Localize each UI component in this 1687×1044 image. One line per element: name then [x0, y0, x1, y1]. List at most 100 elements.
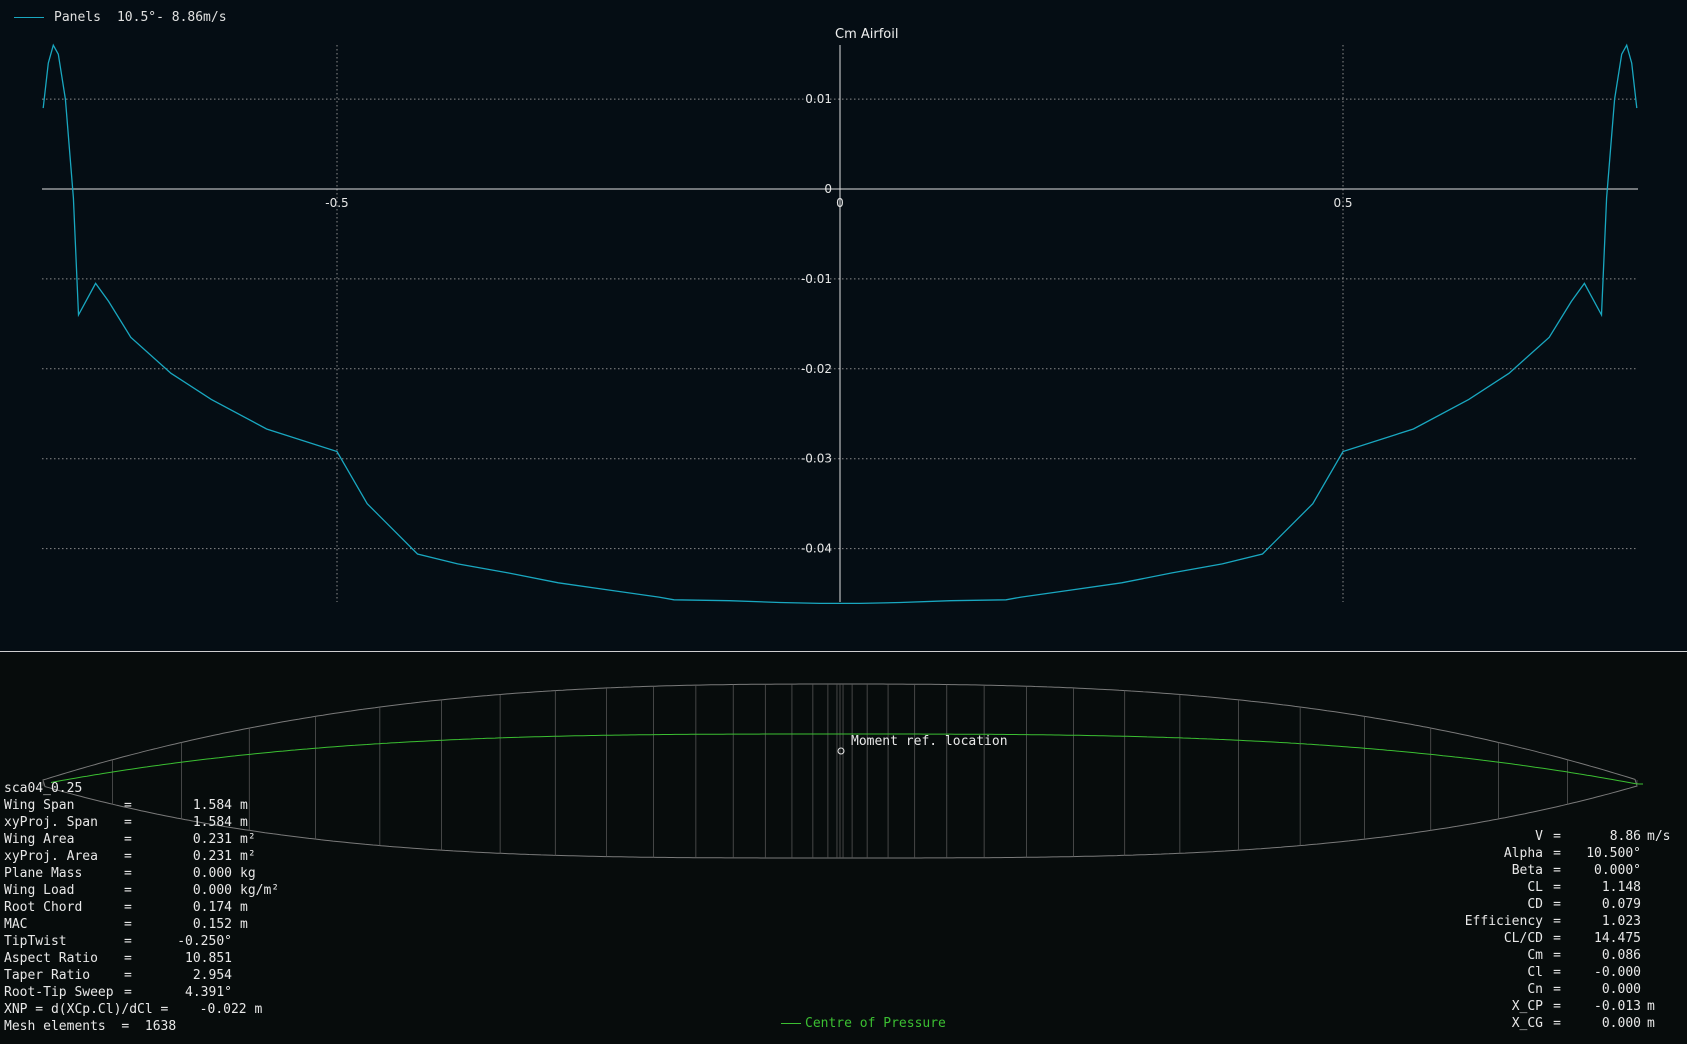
legend-condition: 10.5°- 8.86m/s [116, 10, 227, 25]
x-tick-label: -0.5 [325, 196, 348, 210]
result-unit: m [1647, 999, 1655, 1014]
wing-property-row: Wing Span = 1.584 m [4, 797, 279, 814]
result-eq: = [1553, 863, 1561, 878]
result-label: V [1535, 829, 1543, 844]
wing-property-row: Taper Ratio = 2.954 [4, 967, 279, 984]
legend-line-swatch [14, 17, 44, 18]
result-row: Beta = 0.000° [1443, 862, 1677, 879]
y-tick-label: -0.04 [801, 542, 832, 556]
aero-results: V = 8.86 m/s Alpha = 10.500° Beta = 0.000° CL = 1.14… [1443, 828, 1677, 1032]
wing-property-value: 10.851 [185, 951, 232, 966]
wing-property-eq: = [124, 968, 132, 983]
result-value: 0.079 [1601, 897, 1641, 912]
wing-property-eq: = [124, 832, 132, 847]
result-unit [1641, 947, 1677, 964]
wing-property-label: Plane Mass [4, 866, 83, 881]
result-label: Cl [1527, 965, 1543, 980]
result-label: Alpha [1503, 846, 1543, 861]
result-label: Efficiency [1464, 914, 1543, 929]
legend-series-name: Panels [54, 10, 101, 25]
wing-property-value: 0.174 [192, 900, 232, 915]
cop-line [50, 733, 1643, 785]
result-eq: = [1553, 880, 1561, 895]
wing-property-unit: m [240, 900, 248, 915]
x-tick-label: 0.5 [1333, 196, 1352, 210]
result-eq: = [1553, 999, 1561, 1014]
wing-property-label: Root Chord [4, 900, 83, 915]
panel-divider[interactable] [0, 651, 1687, 652]
wing-property-unit [232, 984, 240, 1001]
cop-line-swatch [781, 1023, 801, 1024]
result-label: X_CP [1511, 999, 1543, 1014]
cm-graph-panel[interactable] [0, 0, 1687, 652]
wing-property-label: TipTwist [4, 934, 67, 949]
y-tick-label: 0.01 [805, 92, 832, 106]
result-unit: m [1647, 1016, 1655, 1031]
x-tick-label: 0 [836, 196, 844, 210]
result-unit [1641, 913, 1677, 930]
result-value: 0.000° [1594, 863, 1641, 878]
wing-property-label: MAC [4, 917, 28, 932]
wing-property-unit: m [240, 917, 248, 932]
moment-ref-label: Moment ref. location [851, 734, 1008, 749]
wing-property-eq: = [124, 883, 132, 898]
result-eq: = [1553, 846, 1561, 861]
result-label: CL [1527, 880, 1543, 895]
wing-properties: sca04_0.25 Wing Span = 1.584 m xyProj. Span =… [4, 780, 279, 1035]
result-row: Alpha = 10.500° [1443, 845, 1677, 862]
wing-property-eq: = [124, 866, 132, 881]
wing-property-label: Wing Area [4, 832, 75, 847]
result-value: 0.086 [1601, 948, 1641, 963]
wing-property-eq: = [124, 849, 132, 864]
result-eq: = [1553, 948, 1561, 963]
wing-property-eq: = [124, 917, 132, 932]
result-eq: = [1553, 965, 1561, 980]
result-row: CL = 1.148 [1443, 879, 1677, 896]
result-eq: = [1553, 914, 1561, 929]
wing-property-label: Aspect Ratio [4, 951, 98, 966]
wing-property-eq: = [124, 798, 132, 813]
result-unit: m/s [1647, 829, 1671, 844]
result-eq: = [1553, 897, 1561, 912]
result-label: X_CG [1511, 1016, 1543, 1031]
result-row: X_CP = -0.013 m [1443, 998, 1677, 1015]
result-eq: = [1553, 829, 1561, 844]
moment-ref-marker [837, 747, 845, 755]
result-unit [1641, 981, 1677, 998]
result-label: Cm [1527, 948, 1543, 963]
result-eq: = [1553, 982, 1561, 997]
wing-property-unit: kg/m² [240, 883, 280, 898]
result-label: Beta [1511, 863, 1543, 878]
wing-property-unit [232, 950, 240, 967]
cm-airfoil-chart: 0.01 0 -0.01 -0.02 -0.03 -0.04 -0.5 0 0.5 [42, 43, 1638, 605]
wing-property-unit: m [240, 798, 248, 813]
wing-property-row: Root Chord = 0.174 m [4, 899, 279, 916]
mesh-elements-line: Mesh elements = 1638 [4, 1019, 177, 1034]
result-unit [1641, 896, 1677, 913]
wing-property-eq: = [124, 951, 132, 966]
wing-property-row: Wing Area = 0.231 m² [4, 831, 279, 848]
results-list: V = 8.86 m/s Alpha = 10.500° Beta = 0.000° CL = 1.14… [1443, 828, 1677, 1032]
wing-property-row: Wing Load = 0.000 kg/m² [4, 882, 279, 899]
result-row: Cl = -0.000 [1443, 964, 1677, 981]
wing-property-value: 1.584 [192, 815, 232, 830]
result-label: Cn [1527, 982, 1543, 997]
result-value: 8.86 [1609, 829, 1641, 844]
wing-property-eq: = [124, 815, 132, 830]
result-unit [1641, 879, 1677, 896]
wing-property-value: 2.954 [192, 968, 232, 983]
wing-property-label: xyProj. Span [4, 815, 98, 830]
wing-property-label: xyProj. Area [4, 849, 98, 864]
result-eq: = [1553, 931, 1561, 946]
wing-property-row: xyProj. Area = 0.231 m² [4, 848, 279, 865]
result-eq: = [1553, 1016, 1561, 1031]
wing-property-row: MAC = 0.152 m [4, 916, 279, 933]
wing-3d-view-panel[interactable] [0, 653, 1687, 1044]
result-unit [1641, 862, 1677, 879]
wing-property-eq: = [124, 934, 132, 949]
result-row: Cm = 0.086 [1443, 947, 1677, 964]
wing-property-row: Plane Mass = 0.000 kg [4, 865, 279, 882]
result-value: 0.000 [1601, 1016, 1641, 1031]
wing-property-row: TipTwist = -0.250° [4, 933, 279, 950]
